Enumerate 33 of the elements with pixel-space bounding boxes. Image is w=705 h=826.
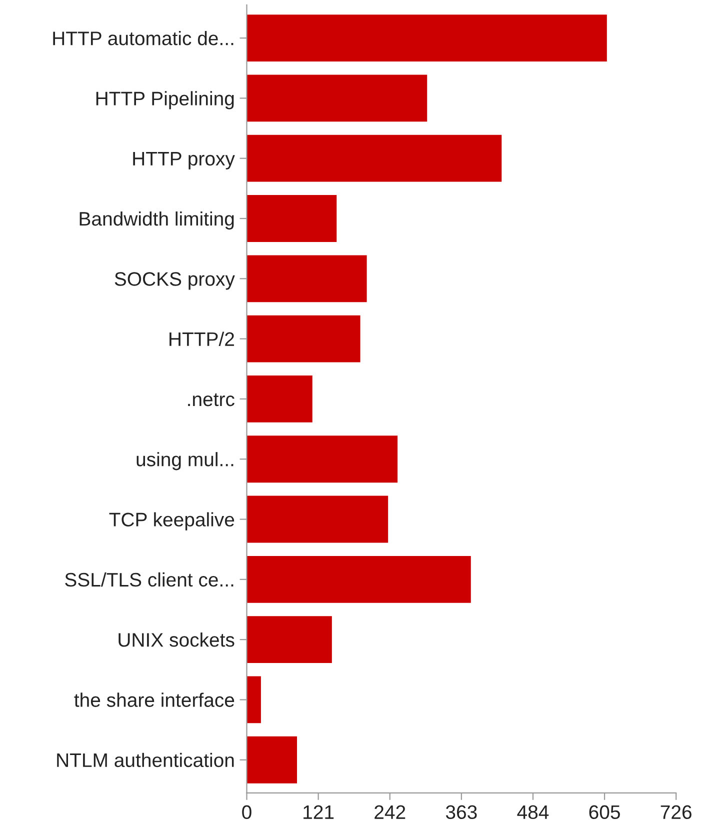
x-tick-label: 121 <box>304 805 334 819</box>
x-tick-label: 484 <box>517 805 549 820</box>
bar <box>246 436 398 483</box>
y-tick-label: .netrc <box>188 393 234 406</box>
y-tick-label: TCP keepalive <box>109 512 234 530</box>
bar <box>246 74 428 122</box>
y-tick-label: HTTP automatic de... <box>53 30 234 46</box>
x-tick-label: 605 <box>589 805 620 820</box>
x-tick-label: 726 <box>660 805 692 820</box>
bar <box>246 315 360 362</box>
x-tick-label: 363 <box>446 805 477 820</box>
y-tick-label: the share interface <box>74 692 234 707</box>
bar <box>246 134 502 182</box>
bar <box>246 14 607 62</box>
bar <box>246 255 367 302</box>
bar <box>246 376 312 422</box>
bar <box>246 616 332 664</box>
bar <box>246 676 261 724</box>
y-tick-label: SOCKS proxy <box>114 272 235 290</box>
y-tick-label: Bandwidth limiting <box>80 211 234 230</box>
x-tick-label: 242 <box>374 805 406 819</box>
y-tick-label: UNIX sockets <box>118 632 234 647</box>
x-tick-label: 0 <box>242 805 252 820</box>
y-tick-label: HTTP/2 <box>170 332 234 346</box>
bar <box>246 736 298 784</box>
y-tick-label: using mul... <box>136 452 234 470</box>
bar <box>246 496 388 543</box>
y-tick-label: HTTP proxy <box>133 152 235 170</box>
y-tick-label: NTLM authentication <box>57 752 234 768</box>
bar <box>246 195 337 242</box>
y-tick-label: SSL/TLS client ce... <box>65 572 234 587</box>
y-tick-label: HTTP Pipelining <box>96 91 234 110</box>
bar <box>246 556 471 603</box>
